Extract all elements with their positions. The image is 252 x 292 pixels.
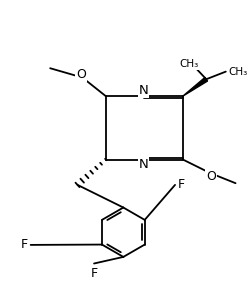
- Text: F: F: [177, 178, 184, 191]
- Text: O: O: [76, 68, 86, 81]
- Text: N: N: [138, 84, 148, 98]
- Text: F: F: [21, 238, 28, 251]
- Text: O: O: [205, 170, 215, 182]
- Polygon shape: [182, 77, 207, 96]
- Text: N: N: [138, 158, 148, 171]
- Text: CH₃: CH₃: [178, 59, 198, 69]
- Text: F: F: [90, 267, 97, 280]
- Text: CH₃: CH₃: [227, 67, 246, 77]
